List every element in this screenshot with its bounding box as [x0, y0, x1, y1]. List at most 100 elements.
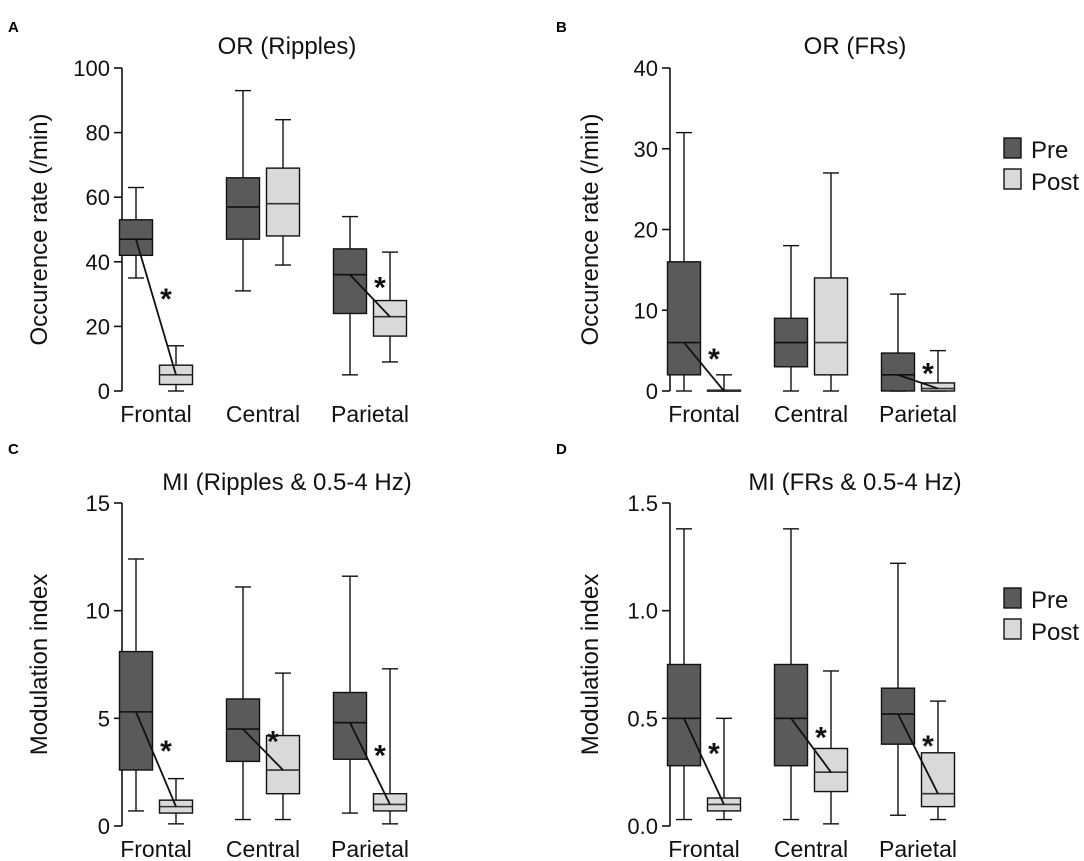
- x-category-label: Central: [226, 836, 300, 861]
- x-category-label: Frontal: [120, 401, 192, 427]
- y-tick-label: 15: [86, 491, 110, 516]
- significance-star: *: [160, 283, 172, 316]
- y-tick-label: 1.5: [627, 491, 658, 516]
- box-pre-frontal: [118, 558, 154, 812]
- significance-star: *: [267, 726, 279, 759]
- y-tick-label: 5: [98, 706, 110, 731]
- significance-line: [790, 717, 832, 773]
- significance-star: *: [708, 737, 720, 770]
- box-iqr: [372, 793, 408, 812]
- panel-b: B OR (FRs) Occurence rate (/min) 0 10 20 30 40 *…: [556, 19, 1079, 427]
- box-pre-frontal: [666, 131, 702, 392]
- box-iqr: [332, 691, 368, 760]
- chart-title: OR (Ripples): [218, 33, 357, 60]
- box-iqr: [332, 248, 368, 315]
- box-post-central: [265, 118, 301, 266]
- significance-star: *: [160, 735, 172, 768]
- y-axis-label: Modulation index: [26, 574, 53, 755]
- box-iqr: [880, 352, 916, 392]
- y-tick-label: 0: [98, 379, 110, 404]
- y-tick-label: 20: [86, 314, 110, 339]
- legend-label-pre: Pre: [1031, 587, 1068, 614]
- y-tick-label: 0: [98, 814, 110, 839]
- box-post-parietal: [372, 251, 408, 363]
- box-iqr: [773, 663, 809, 767]
- significance-star: *: [374, 740, 386, 773]
- legend-label-pre: Pre: [1031, 137, 1068, 164]
- x-category-label: Central: [774, 401, 848, 427]
- significance-line: [349, 722, 391, 805]
- y-tick-label: 20: [634, 218, 658, 243]
- y-tick-label: 0: [646, 379, 658, 404]
- y-tick-label: 10: [86, 599, 110, 624]
- significance-line: [897, 373, 939, 390]
- y-tick-label: 60: [86, 185, 110, 210]
- significance-line: [683, 717, 725, 805]
- box-iqr: [225, 177, 261, 240]
- x-category-label: Central: [226, 401, 300, 427]
- panel-letter: A: [8, 19, 19, 36]
- box-pre-central: [773, 528, 809, 821]
- box-post-central: [813, 172, 849, 392]
- box-pre-central: [225, 586, 261, 821]
- x-category-label: Parietal: [331, 836, 409, 861]
- box-iqr: [118, 650, 154, 771]
- x-category-label: Parietal: [879, 401, 957, 427]
- y-axis-label: Occurence rate (/min): [577, 113, 604, 345]
- y-tick-label: 0.0: [627, 814, 658, 839]
- box-post-frontal: [158, 777, 194, 825]
- box-post-central: [813, 670, 849, 825]
- panel-d: D MI (FRs & 0.5-4 Hz) Modulation index 0.0 0…: [556, 441, 1079, 861]
- x-category-label: Parietal: [331, 401, 409, 427]
- box-iqr: [813, 277, 849, 376]
- significance-star: *: [815, 721, 827, 754]
- legend-swatch-pre: [1003, 587, 1022, 609]
- y-tick-label: 10: [634, 298, 658, 323]
- x-category-label: Frontal: [668, 836, 740, 861]
- x-category-label: Frontal: [120, 836, 192, 861]
- box-pre-central: [225, 89, 261, 292]
- y-tick-label: 80: [86, 121, 110, 146]
- y-tick-label: 0.5: [627, 706, 658, 731]
- y-tick-label: 40: [634, 56, 658, 81]
- legend-label-post: Post: [1031, 619, 1079, 646]
- box-post-parietal: [920, 700, 956, 821]
- box-pre-parietal: [332, 215, 368, 376]
- y-tick-label: 100: [73, 56, 110, 81]
- significance-line: [135, 711, 177, 807]
- box-iqr: [920, 752, 956, 808]
- legend-swatch-post: [1003, 618, 1022, 640]
- significance-star: *: [922, 730, 934, 763]
- chart-title: MI (FRs & 0.5-4 Hz): [748, 469, 961, 496]
- y-axis-label: Modulation index: [577, 574, 604, 755]
- chart-title: OR (FRs): [804, 33, 907, 60]
- legend: Pre Post: [1003, 587, 1079, 646]
- box-post-frontal: [158, 345, 194, 392]
- significance-line: [242, 728, 284, 771]
- box-post-central: [265, 672, 301, 821]
- y-axis-label: Occurence rate (/min): [26, 113, 53, 345]
- panel-letter: D: [556, 441, 567, 458]
- legend-label-post: Post: [1031, 169, 1079, 196]
- box-pre-parietal: [332, 575, 368, 814]
- box-pre-parietal: [880, 293, 916, 392]
- significance-line: [683, 341, 725, 392]
- panel-letter: B: [556, 19, 567, 36]
- box-pre-frontal: [118, 186, 154, 279]
- legend-swatch-post: [1003, 168, 1022, 190]
- significance-line: [897, 713, 939, 795]
- x-category-label: Central: [774, 836, 848, 861]
- significance-star: *: [708, 343, 720, 376]
- box-iqr: [118, 219, 154, 257]
- box-pre-frontal: [666, 528, 702, 821]
- y-tick-label: 1.0: [627, 599, 658, 624]
- panel-c: C MI (Ripples & 0.5-4 Hz) Modulation index…: [8, 441, 412, 861]
- box-iqr: [920, 382, 956, 392]
- box-iqr: [265, 734, 301, 795]
- significance-star: *: [922, 358, 934, 391]
- legend-swatch-pre: [1003, 137, 1022, 159]
- significance-line: [135, 238, 177, 376]
- chart-title: MI (Ripples & 0.5-4 Hz): [162, 469, 411, 496]
- legend: Pre Post: [1003, 137, 1079, 196]
